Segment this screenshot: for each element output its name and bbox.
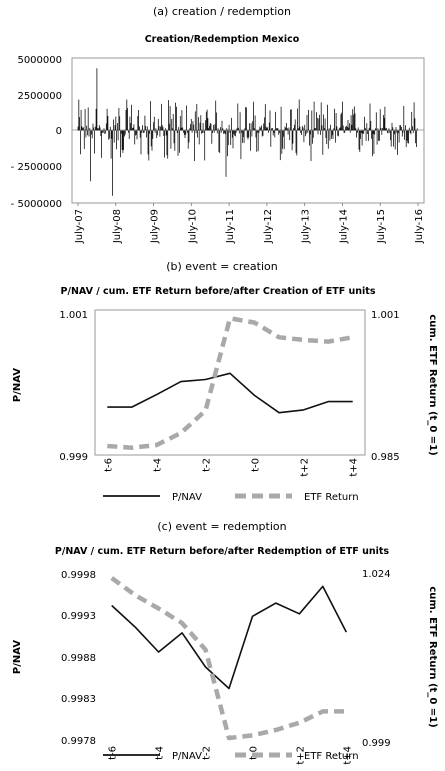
panel-b-xtick-label: t-2 — [201, 458, 212, 472]
panel-c-y2label: cum. ETF Return (t_0 =1) — [427, 586, 438, 727]
panel-c-title: P/NAV / cum. ETF Return before/after Red… — [55, 546, 389, 557]
panel-c-y2tick-label: 1.024 — [362, 569, 391, 580]
panel-b-legend-pnav-label: P/NAV — [172, 492, 202, 503]
panel-a-xtick-label: July-07 — [74, 209, 85, 244]
panel-a-title: Creation/Redemption Mexico — [145, 34, 300, 45]
panel-b-ylabel: P/NAV — [12, 368, 23, 402]
panel-c-ytick-label: 0.9978 — [61, 736, 96, 747]
panel-a-xtick-label: July-10 — [187, 209, 198, 244]
panel-c-y2tick-label: 0.999 — [362, 738, 391, 749]
panel-b-xtick-label: t-6 — [103, 458, 114, 472]
panel-c-ylabel: P/NAV — [12, 640, 23, 674]
panel-c-xtick-label: t+2 — [295, 746, 306, 765]
panel-c-xtick-label: t-2 — [202, 746, 213, 760]
panel-b-plot-frame — [94, 309, 366, 456]
panel-a-caption: (a) creation / redemption — [153, 5, 291, 18]
panel-b-xtick-label: t-0 — [251, 458, 262, 472]
panel-c-etf-return-line — [110, 576, 347, 741]
panel-c-xtick-label: t+4 — [342, 746, 353, 765]
panel-c-series — [110, 576, 348, 741]
panel-c-legend-etf-label: ETF Return — [304, 751, 359, 762]
panel-a-x-axis: July-07 July-08 July-09 July-10 July-11 July-… — [74, 203, 425, 244]
panel-a-plot-frame — [71, 57, 425, 204]
panel-c-ytick-label: 0.9983 — [61, 694, 96, 705]
panel-b-legend: P/NAV ETF Return — [103, 492, 359, 503]
panel-c-pnav-line — [111, 585, 348, 690]
panel-b-xtick-label: t-4 — [152, 458, 163, 472]
panel-b-ytick-label: 1.001 — [59, 310, 88, 321]
panel-c-xtick-label: t-4 — [155, 746, 166, 760]
panel-c-caption: (c) event = redemption — [157, 520, 286, 533]
panel-b-series — [107, 316, 354, 450]
panel-b-ytick-label: 0.999 — [59, 452, 88, 463]
panel-b-etf-return-line — [107, 316, 354, 450]
panel-b-xtick-label: t+4 — [349, 458, 360, 477]
panel-b-title: P/NAV / cum. ETF Return before/after Cre… — [61, 286, 376, 297]
panel-b-caption: (b) event = creation — [166, 260, 278, 273]
panel-a-xtick-label: July-13 — [301, 209, 312, 244]
panel-a-bars — [77, 68, 418, 196]
panel-a-xtick-label: July-16 — [414, 209, 425, 244]
panel-b-y2tick-label: 1.001 — [371, 310, 400, 321]
panel-a-xtick-label: July-09 — [150, 209, 161, 244]
panel-c-xtick-label: t-6 — [108, 746, 119, 760]
panel-c-ytick-label: 0.9988 — [61, 653, 96, 664]
panel-c-ytick-label: 0.9993 — [61, 611, 96, 622]
panel-a-xtick-label: July-11 — [225, 209, 236, 244]
panel-a-ytick-label: - 5000000 — [11, 199, 62, 210]
panel-a-y-axis: 5000000 2500000 0 - 2500000 - 5000000 — [11, 55, 62, 210]
panel-b-legend-etf-label: ETF Return — [304, 492, 359, 503]
panel-a-xtick-label: July-08 — [112, 209, 123, 244]
panel-b-x-axis: t-6 t-4 t-2 t-0 t+2 t+4 — [103, 458, 359, 477]
panel-b-xtick-label: t+2 — [300, 458, 311, 477]
panel-b-y2tick-label: 0.985 — [371, 452, 400, 463]
panel-c-legend: P/NAV ETF Return — [103, 751, 359, 762]
panel-a-xtick-label: July-12 — [263, 209, 274, 244]
panel-a-ytick-label: 5000000 — [17, 55, 62, 66]
panel-a-xtick-label: July-15 — [376, 209, 387, 244]
panel-b-y2label: cum. ETF Return (t_0 =1) — [427, 314, 438, 455]
panel-b-pnav-line — [107, 372, 353, 414]
panel-a-xtick-label: July-14 — [338, 209, 349, 244]
panel-a-ytick-label: - 2500000 — [11, 162, 62, 173]
panel-c-ytick-label: 0.9998 — [61, 570, 96, 581]
panel-a-ytick-label: 0 — [56, 126, 62, 137]
panel-a-ytick-label: 2500000 — [17, 91, 62, 102]
panel-c-legend-pnav-label: P/NAV — [172, 751, 202, 762]
